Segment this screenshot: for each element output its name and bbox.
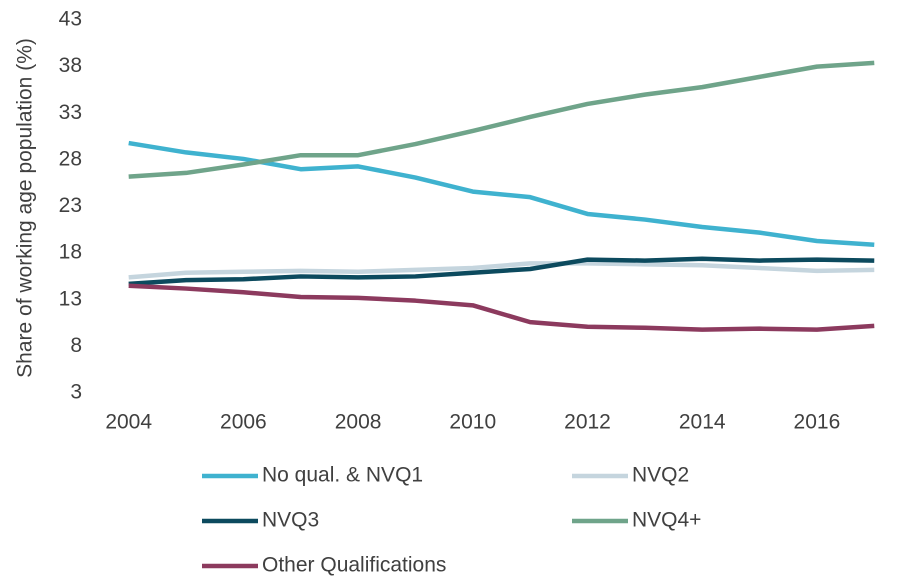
- y-tick-label: 38: [59, 54, 82, 77]
- series-line: [128, 140, 875, 247]
- y-tick-label: 3: [70, 381, 82, 404]
- x-tick-label: 2012: [564, 411, 611, 434]
- legend-label: No qual. & NVQ1: [262, 464, 423, 487]
- y-tick-label: 18: [59, 241, 82, 264]
- y-tick-label: 33: [59, 101, 82, 124]
- y-tick-label: 28: [59, 147, 82, 170]
- x-tick-label: 2010: [449, 411, 496, 434]
- y-tick-label: 23: [59, 194, 82, 217]
- x-tick-label: 2008: [335, 411, 382, 434]
- series-line: [128, 256, 875, 287]
- legend-label: NVQ2: [632, 464, 689, 487]
- legend-label: NVQ4+: [632, 509, 701, 532]
- legend-label: Other Qualifications: [262, 554, 446, 577]
- series-line: [128, 283, 875, 332]
- x-tick-label: 2004: [105, 411, 152, 434]
- x-tick-label: 2016: [794, 411, 841, 434]
- y-axis-label: Share of working age population (%): [14, 38, 37, 378]
- y-tick-label: 13: [59, 287, 82, 310]
- x-tick-label: 2014: [679, 411, 726, 434]
- series-line: [128, 60, 875, 179]
- x-tick-label: 2006: [220, 411, 267, 434]
- y-tick-label: 43: [59, 8, 82, 31]
- series-line: [128, 261, 875, 280]
- y-tick-label: 8: [70, 334, 82, 357]
- legend-label: NVQ3: [262, 509, 319, 532]
